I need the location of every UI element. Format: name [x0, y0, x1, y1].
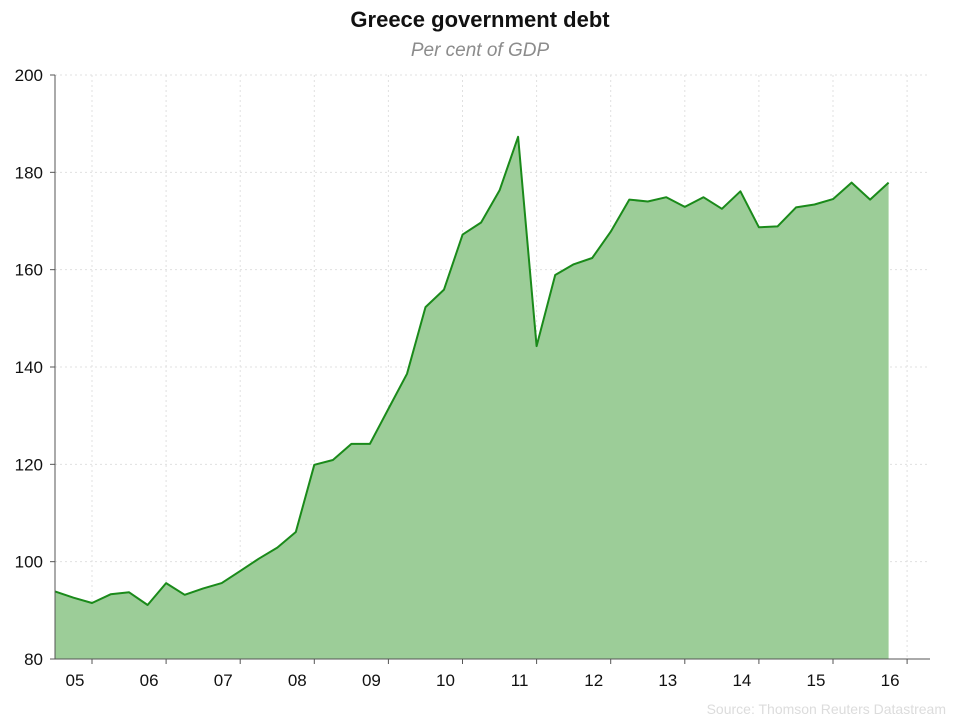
- series-area-fill: [55, 136, 889, 660]
- y-tick-label: 140: [15, 358, 43, 377]
- y-tick-label: 120: [15, 455, 43, 474]
- axes: [50, 74, 930, 664]
- x-tick-label: 15: [807, 671, 826, 690]
- x-tick-label: 13: [658, 671, 677, 690]
- x-tick-label: 09: [362, 671, 381, 690]
- source-note: Source: Thomson Reuters Datastream: [706, 701, 946, 717]
- chart-subtitle: Per cent of GDP: [410, 40, 550, 61]
- y-tick-label: 100: [15, 553, 43, 572]
- x-tick-label: 12: [584, 671, 603, 690]
- x-tick-label: 11: [511, 671, 529, 690]
- tick-labels: 80 100 120 140 160 180 200 05 06 07 08 09 10 11 12 13 14…: [15, 66, 900, 690]
- x-tick-label: 14: [732, 671, 751, 690]
- chart-title: Greece government debt: [350, 7, 610, 32]
- x-tick-label: 16: [881, 671, 900, 690]
- x-tick-label: 06: [140, 671, 159, 690]
- x-tick-label: 05: [66, 671, 85, 690]
- x-tick-label: 07: [214, 671, 233, 690]
- series-area-layer: [54, 135, 890, 660]
- y-tick-label: 200: [15, 66, 43, 85]
- series-line: [54, 135, 890, 606]
- x-tick-label: 10: [436, 671, 455, 690]
- x-tick-label: 08: [288, 671, 307, 690]
- y-tick-label: 80: [24, 650, 43, 669]
- y-tick-label: 160: [15, 261, 43, 280]
- y-tick-label: 180: [15, 163, 43, 182]
